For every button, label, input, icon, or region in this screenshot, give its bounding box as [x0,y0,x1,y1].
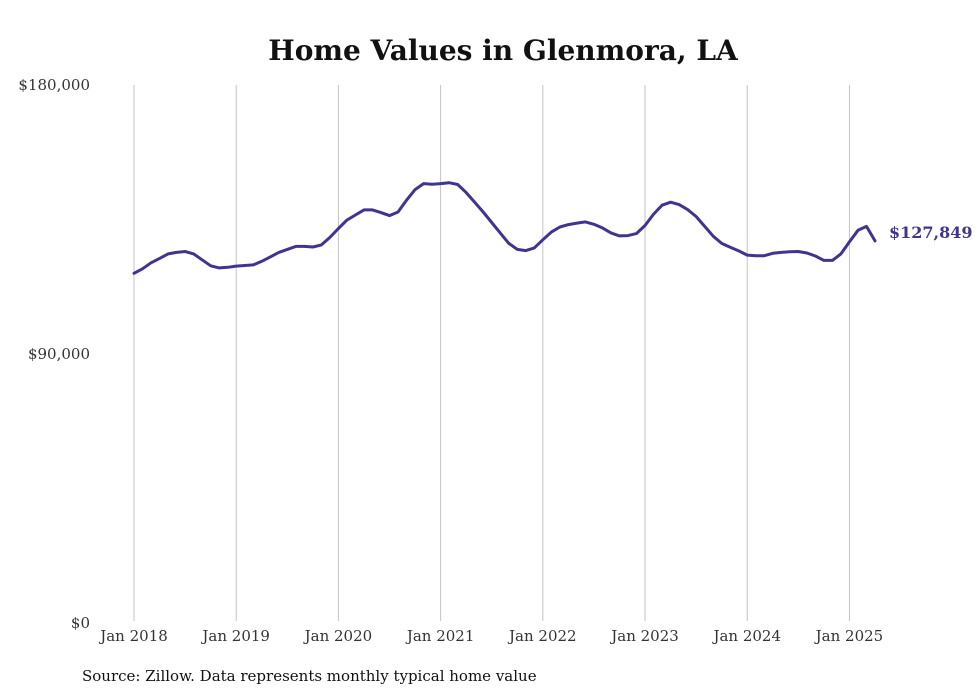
source-note: Source: Zillow. Data represents monthly … [82,667,537,685]
x-axis-tick-labels: Jan 2018 Jan 2019 Jan 2020 Jan 2021 Jan 2022… [98,627,883,645]
x-tick-label: Jan 2021 [405,627,475,645]
x-tick-label: Jan 2019 [200,627,270,645]
y-axis-tick-labels: $0 $90,000 $180,000 [18,76,90,632]
y-tick-label: $90,000 [28,345,90,363]
vertical-gridlines [133,85,850,621]
home-value-series-line [132,181,877,275]
x-tick-label: Jan 2024 [711,627,781,645]
chart-title: Home Values in Glenmora, LA [268,34,739,67]
x-tick-label: Jan 2025 [814,627,884,645]
y-tick-label: $0 [71,614,90,632]
y-tick-label: $180,000 [18,76,90,94]
x-tick-label: Jan 2020 [303,627,373,645]
x-tick-label: Jan 2018 [98,627,168,645]
x-tick-label: Jan 2023 [609,627,679,645]
latest-value-label: $127,849 [889,223,973,242]
x-tick-label: Jan 2022 [507,627,577,645]
